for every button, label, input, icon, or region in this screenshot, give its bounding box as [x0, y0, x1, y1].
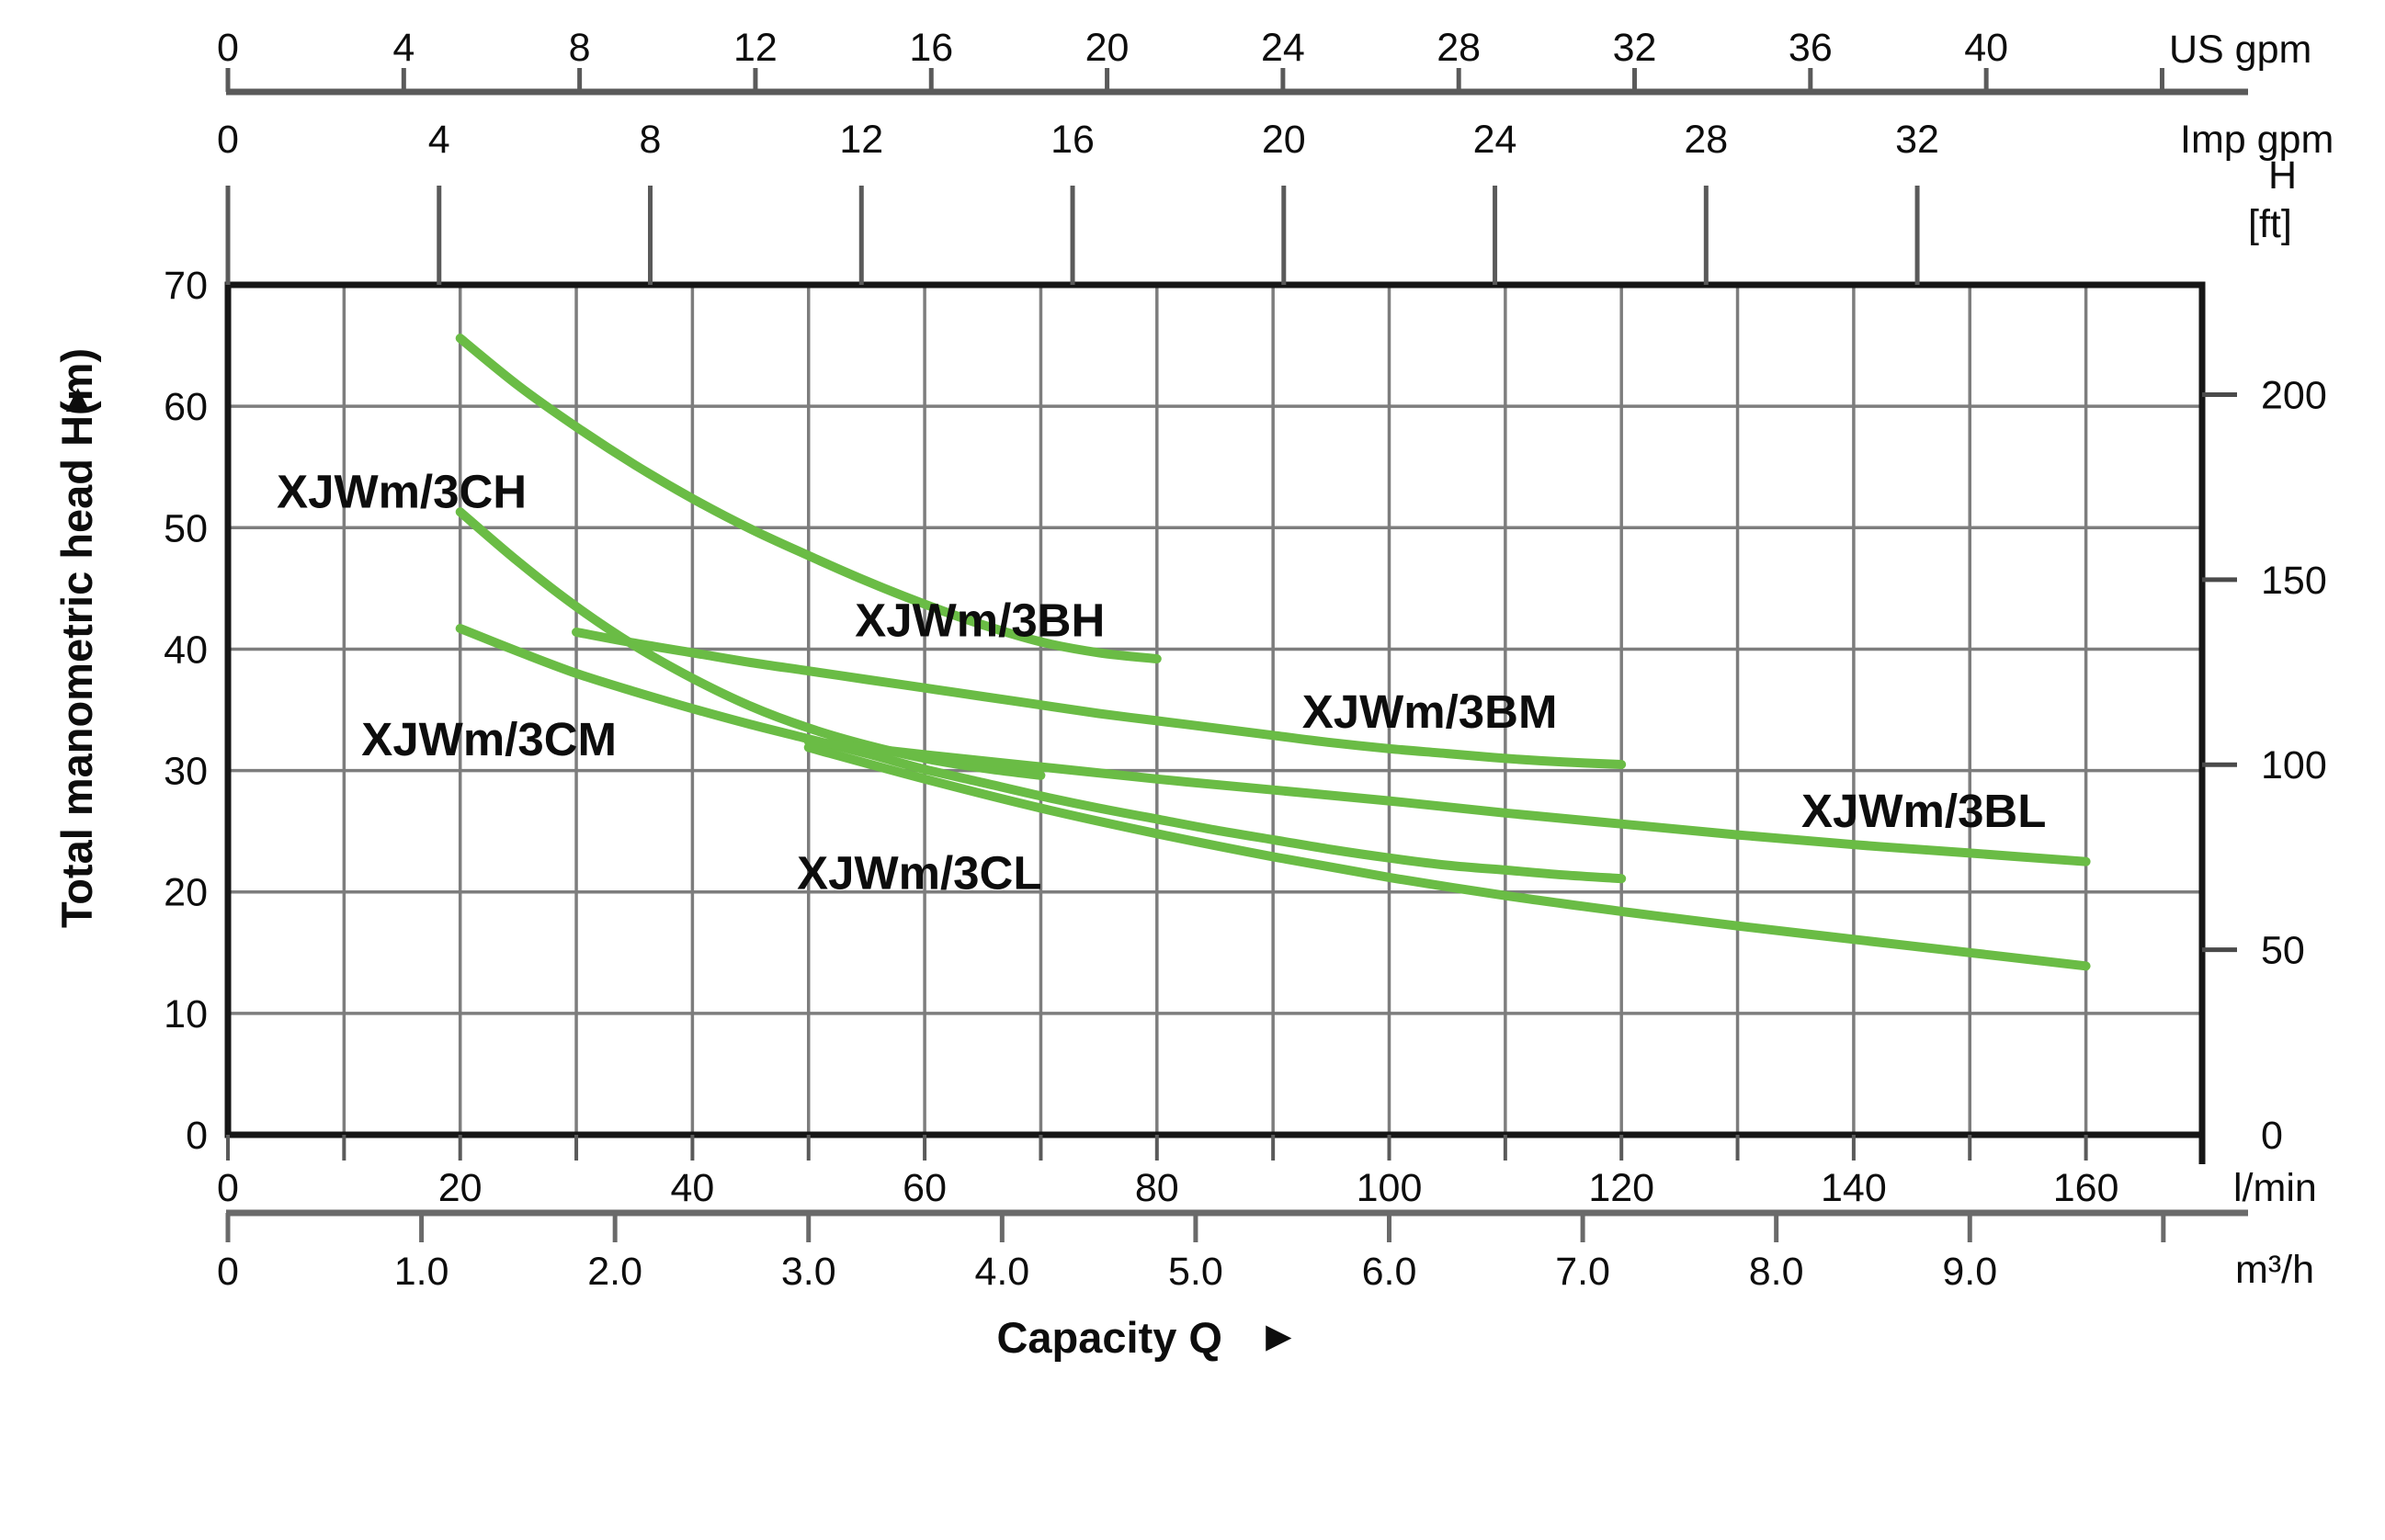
- lmin-tick-label-100: 100: [1357, 1166, 1423, 1210]
- imp-gpm-tick-label-0: 0: [217, 118, 239, 162]
- x-axis-title-text: Capacity Q: [996, 1313, 1222, 1362]
- curve-XJWm-3BH: [455, 334, 1162, 663]
- us-gpm-tick-label-24: 24: [1261, 26, 1305, 70]
- right-axis-unit-h: H: [2268, 153, 2297, 198]
- x-axis-title-arrow-icon: ►: [1257, 1311, 1300, 1360]
- curve-label-XJWm-3CL: XJWm/3CL: [797, 847, 1041, 900]
- m3h-tick-label-6: 6.0: [1362, 1250, 1417, 1294]
- right-axis-unit-ft: [ft]: [2248, 202, 2292, 246]
- lmin-tick-label-60: 60: [903, 1166, 947, 1210]
- y-axis-up-arrow-icon: ▲: [58, 376, 98, 421]
- imp-gpm-tick-label-12: 12: [839, 118, 883, 162]
- lmin-tick-label-80: 80: [1135, 1166, 1179, 1210]
- y-axis-title-text: Total manometric head H(m): [52, 348, 101, 928]
- us-gpm-tick-label-8: 8: [569, 26, 591, 70]
- imp-gpm-tick-label-8: 8: [640, 118, 662, 162]
- us-gpm-tick-label-36: 36: [1789, 26, 1833, 70]
- m3h-tick-label-1: 1.0: [394, 1250, 449, 1294]
- head-m-tick-label-0: 0: [186, 1114, 208, 1158]
- pump-curves: [455, 334, 2091, 971]
- head-m-tick-label-50: 50: [164, 506, 208, 550]
- imp-gpm-tick-label-20: 20: [1262, 118, 1306, 162]
- head-m-tick-label-30: 30: [164, 750, 208, 794]
- m3h-tick-label-7: 7.0: [1555, 1250, 1610, 1294]
- head-ft-tick-label-200: 200: [2261, 373, 2327, 417]
- imp-gpm-tick-label-16: 16: [1051, 118, 1095, 162]
- lmin-tick-label-120: 120: [1588, 1166, 1654, 1210]
- grid-lines: [228, 285, 2202, 1135]
- head-m-tick-label-20: 20: [164, 871, 208, 915]
- lmin-tick-label-140: 140: [1821, 1166, 1887, 1210]
- m3h-tick-label-2: 2.0: [587, 1250, 642, 1294]
- us-gpm-tick-label-12: 12: [733, 26, 778, 70]
- head-m-tick-label-40: 40: [164, 628, 208, 672]
- curve-label-XJWm-3CH: XJWm/3CH: [277, 466, 527, 518]
- lmin-tick-label-20: 20: [438, 1166, 483, 1210]
- m3h-tick-label-3: 3.0: [781, 1250, 836, 1294]
- us-gpm-tick-label-20: 20: [1085, 26, 1130, 70]
- curve-label-XJWm-3BH: XJWm/3BH: [855, 594, 1105, 647]
- imp-gpm-unit-label: Imp gpm: [2180, 118, 2334, 162]
- pump-curve-labels: XJWm/3CH XJWm/3BH XJWm/3CM XJWm/3BM XJWm/3CL…: [277, 466, 2046, 900]
- lmin-tick-label-0: 0: [217, 1166, 239, 1210]
- m3h-tick-label-0: 0: [217, 1250, 239, 1294]
- head-m-tick-label-60: 60: [164, 385, 208, 429]
- imp-gpm-tick-label-28: 28: [1684, 118, 1728, 162]
- m3h-tick-label-9: 9.0: [1942, 1250, 1997, 1294]
- us-gpm-unit-label: US gpm: [2169, 28, 2311, 72]
- x-axis-title: Capacity Q ►: [996, 1311, 1300, 1362]
- imp-gpm-tick-label-32: 32: [1895, 118, 1939, 162]
- imp-gpm-tick-label-4: 4: [428, 118, 450, 162]
- curve-label-XJWm-3BM: XJWm/3BM: [1302, 685, 1558, 738]
- us-gpm-tick-label-4: 4: [392, 26, 415, 70]
- curve-label-XJWm-3BL: XJWm/3BL: [1801, 785, 2046, 837]
- m3h-unit-label: m³/h: [2235, 1248, 2314, 1292]
- us-gpm-tick-label-16: 16: [909, 26, 953, 70]
- us-gpm-tick-label-32: 32: [1613, 26, 1657, 70]
- us-gpm-tick-label-40: 40: [1964, 26, 2008, 70]
- plot-border: [224, 281, 2206, 1138]
- curve-XJWm-3CL: [803, 742, 2091, 971]
- head-ft-tick-label-100: 100: [2261, 743, 2327, 787]
- curve-XJWm-3BL: [803, 736, 2091, 866]
- y-axis-title: ▲ Total manometric head H(m): [52, 348, 101, 928]
- m3h-tick-label-8: 8.0: [1749, 1250, 1804, 1294]
- head-ft-tick-label-150: 150: [2261, 559, 2327, 603]
- imp-gpm-tick-label-24: 24: [1473, 118, 1517, 162]
- head-ft-tick-label-50: 50: [2261, 929, 2305, 973]
- m3h-tick-label-5: 5.0: [1168, 1250, 1223, 1294]
- lmin-tick-label-40: 40: [670, 1166, 714, 1210]
- curve-label-XJWm-3CM: XJWm/3CM: [361, 713, 617, 765]
- right-axis-zero-label: 0: [2261, 1114, 2283, 1158]
- lmin-tick-label-160: 160: [2053, 1166, 2119, 1210]
- us-gpm-tick-label-28: 28: [1437, 26, 1481, 70]
- m3h-tick-label-4: 4.0: [974, 1250, 1029, 1294]
- axis-tick-labels: 0 4 8 12 16 20 24 28 32 36 40 0 4 8 12 16 20 24 28 32 0 10 20 3…: [164, 26, 2327, 1294]
- lmin-unit-label: l/min: [2233, 1166, 2317, 1210]
- us-gpm-tick-label-0: 0: [217, 26, 239, 70]
- curve-XJWm-3BM: [572, 627, 1627, 769]
- axis-lines-and-ticks: [224, 68, 2248, 1242]
- head-m-tick-label-10: 10: [164, 992, 208, 1036]
- head-m-tick-label-70: 70: [164, 264, 208, 308]
- curve-XJWm-3CM: [455, 623, 1627, 884]
